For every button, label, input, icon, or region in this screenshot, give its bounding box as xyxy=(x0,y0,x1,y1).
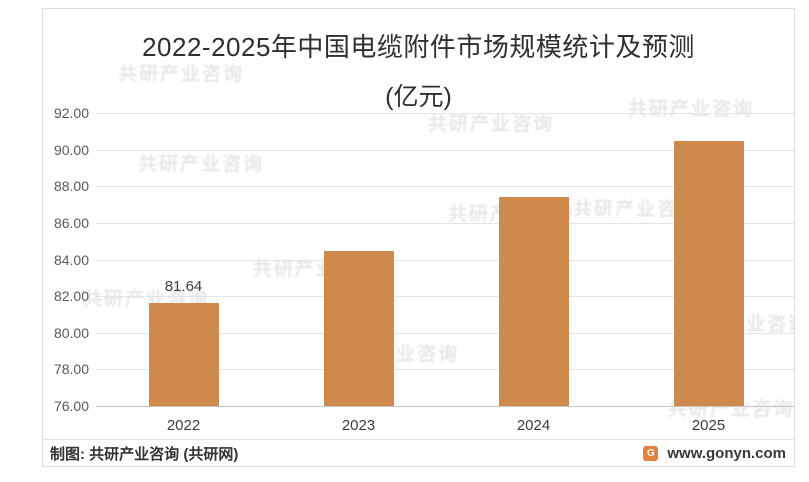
y-axis-tick-label: 76.00 xyxy=(53,398,89,414)
gridline xyxy=(96,186,794,187)
gonyn-logo-icon: G xyxy=(643,446,659,461)
y-axis-tick-label: 84.00 xyxy=(53,252,89,268)
gridline xyxy=(96,296,794,297)
x-axis-line xyxy=(96,406,794,407)
gridline xyxy=(96,333,794,334)
gridline xyxy=(96,150,794,151)
bar-2025 xyxy=(674,141,744,406)
gridline xyxy=(96,223,794,224)
website-url: www.gonyn.com xyxy=(667,445,786,462)
y-axis-tick-label: 92.00 xyxy=(53,105,89,121)
y-axis-tick-label: 82.00 xyxy=(53,288,89,304)
bar-value-label: 81.64 xyxy=(164,278,203,295)
plot-area: 92.00 90.00 88.00 86.00 84.00 82.00 80.00 78.00… xyxy=(43,9,794,466)
gridline xyxy=(96,369,794,370)
y-axis-tick-label: 78.00 xyxy=(53,361,89,377)
y-axis-tick-label: 88.00 xyxy=(53,178,89,194)
background-watermark: 共研产业咨询 xyxy=(118,64,245,85)
chart-subtitle: (亿元) xyxy=(385,83,452,111)
y-axis-tick-label: 80.00 xyxy=(53,325,89,341)
bar-2024 xyxy=(499,197,569,406)
chart-title: 2022-2025年中国电缆附件市场规模统计及预测 xyxy=(142,32,695,62)
x-axis-tick-label: 2023 xyxy=(341,417,376,434)
y-axis-tick-label: 86.00 xyxy=(53,215,89,231)
background-watermark: 共研产业咨询 xyxy=(138,154,265,175)
bar-2023 xyxy=(324,251,394,406)
gridline xyxy=(96,113,794,114)
bar-2022 xyxy=(149,303,219,406)
background-watermark: 共研产业咨询 xyxy=(628,99,755,120)
background-watermark: 共研产业咨询 xyxy=(428,114,555,135)
chart-card: 共研产业咨询 共研产业咨询 共研产业咨询 共研产业咨询 共研产业咨询 共研产业咨询 共研产业… xyxy=(42,8,795,467)
footer-brand: G www.gonyn.com xyxy=(643,445,786,462)
x-axis-tick-label: 2025 xyxy=(691,417,726,434)
gridline xyxy=(96,260,794,261)
x-axis-tick-label: 2022 xyxy=(166,417,201,434)
x-axis-tick-label: 2024 xyxy=(516,417,551,434)
footer-bar: 制图: 共研产业咨询 (共研网) G www.gonyn.com xyxy=(43,439,794,466)
source-credit: 制图: 共研产业咨询 (共研网) xyxy=(50,446,239,463)
y-axis-tick-label: 90.00 xyxy=(53,142,89,158)
background-watermark: 共研产业咨询 xyxy=(573,199,700,220)
